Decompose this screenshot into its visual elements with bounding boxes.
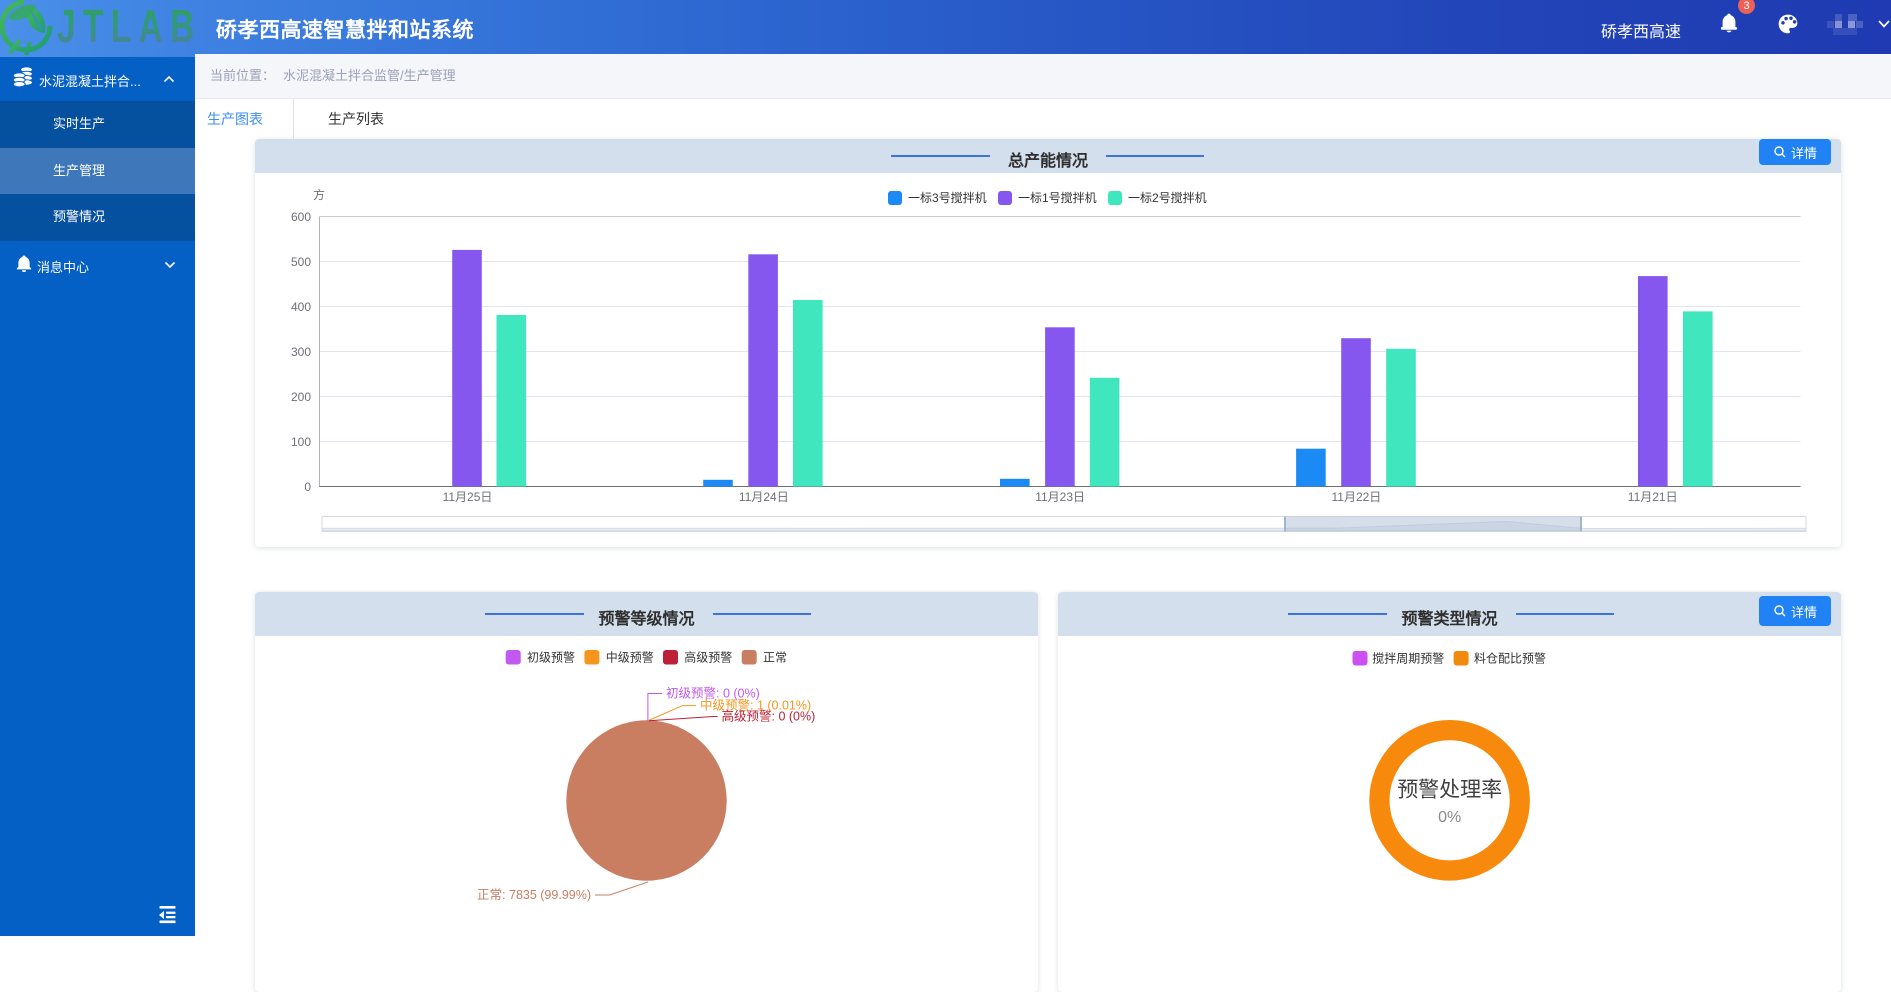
svg-text:11月25日: 11月25日 bbox=[443, 490, 493, 504]
svg-text:600: 600 bbox=[291, 210, 311, 224]
svg-text:中级预警: 中级预警 bbox=[606, 650, 654, 665]
svg-text:一标3号搅拌机: 一标3号搅拌机 bbox=[908, 190, 987, 205]
svg-text:400: 400 bbox=[291, 300, 311, 314]
svg-text:JTLAB: JTLAB bbox=[57, 1, 195, 52]
svg-text:0: 0 bbox=[304, 480, 311, 494]
svg-text:料仓配比预警: 料仓配比预警 bbox=[1474, 651, 1546, 666]
svg-text:500: 500 bbox=[291, 255, 311, 269]
svg-text:正常: 正常 bbox=[763, 651, 787, 665]
svg-text:11月21日: 11月21日 bbox=[1628, 490, 1678, 504]
svg-text:中级预警: 1 (0.01%): 中级预警: 1 (0.01%) bbox=[700, 698, 811, 713]
svg-text:预警处理率: 预警处理率 bbox=[1397, 779, 1502, 802]
svg-text:一标1号搅拌机: 一标1号搅拌机 bbox=[1018, 190, 1097, 205]
svg-text:11月24日: 11月24日 bbox=[739, 490, 789, 504]
svg-text:初级预警: 0 (0%): 初级预警: 0 (0%) bbox=[666, 686, 760, 701]
svg-text:搅拌周期预警: 搅拌周期预警 bbox=[1372, 651, 1444, 666]
svg-text:正常: 7835 (99.99%): 正常: 7835 (99.99%) bbox=[477, 888, 591, 902]
svg-text:200: 200 bbox=[291, 390, 311, 404]
svg-text:11月23日: 11月23日 bbox=[1035, 490, 1085, 504]
svg-text:高级预警: 高级预警 bbox=[684, 650, 732, 665]
svg-text:初级预警: 初级预警 bbox=[527, 650, 575, 665]
svg-text:高级预警: 0 (0%): 高级预警: 0 (0%) bbox=[722, 709, 816, 724]
svg-text:0%: 0% bbox=[1438, 809, 1461, 826]
svg-text:100: 100 bbox=[291, 435, 311, 449]
svg-text:一标2号搅拌机: 一标2号搅拌机 bbox=[1128, 190, 1207, 205]
svg-text:300: 300 bbox=[291, 345, 311, 359]
svg-text:11月22日: 11月22日 bbox=[1331, 490, 1381, 504]
svg-text:方: 方 bbox=[313, 187, 325, 202]
